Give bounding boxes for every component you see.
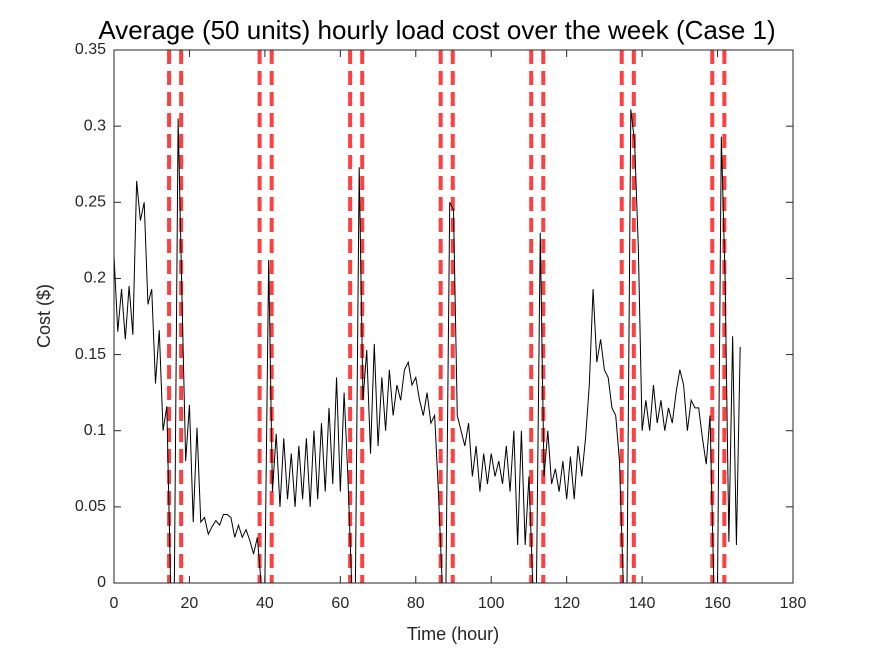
x-tick-label: 60 <box>331 595 349 612</box>
x-tick-label: 40 <box>256 595 274 612</box>
y-tick-label: 0.15 <box>75 346 106 363</box>
data-line <box>113 109 741 584</box>
x-tick-label: 100 <box>478 595 505 612</box>
x-tick-label: 120 <box>553 595 580 612</box>
x-tick-label: 80 <box>407 595 425 612</box>
x-tick-label: 180 <box>780 595 807 612</box>
y-tick-label: 0.3 <box>84 117 106 134</box>
x-tick-label: 140 <box>629 595 656 612</box>
x-tick-label: 0 <box>110 595 119 612</box>
x-tick-label: 160 <box>704 595 731 612</box>
y-tick-label: 0.05 <box>75 498 106 515</box>
y-tick-label: 0.2 <box>84 270 106 287</box>
y-tick-label: 0.1 <box>84 422 106 439</box>
x-tick-label: 20 <box>181 595 199 612</box>
plot-frame <box>113 49 794 584</box>
y-tick-label: 0 <box>97 574 106 591</box>
chart-title: Average (50 units) hourly load cost over… <box>98 15 775 45</box>
y-tick-label: 0.25 <box>75 194 106 211</box>
y-axis-label: Cost ($) <box>34 284 54 348</box>
x-axis-label: Time (hour) <box>407 624 499 644</box>
y-tick-label: 0.35 <box>75 41 106 58</box>
